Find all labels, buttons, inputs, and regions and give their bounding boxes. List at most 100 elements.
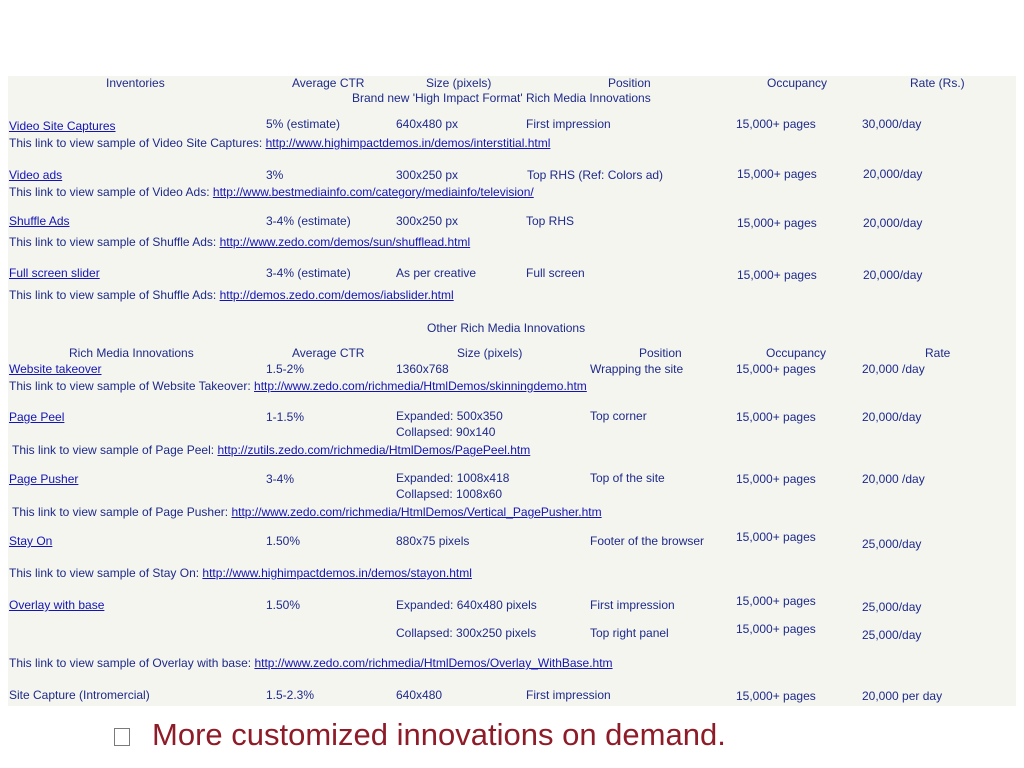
row-rate: 20,000 per day	[862, 689, 943, 703]
header-position: Position	[608, 76, 651, 90]
row-ctr: 3%	[266, 168, 284, 182]
sample-link-page-pusher[interactable]: http://www.zedo.com/richmedia/HtmlDemos/…	[231, 505, 602, 519]
row-rate: 20,000/day	[863, 216, 923, 230]
sample-link-prefix: This link to view sample of Page Pusher:	[12, 505, 229, 519]
row-size: 640x480 px	[396, 117, 459, 131]
row-rate: 20,000 /day	[862, 362, 925, 376]
row-size: 640x480	[396, 688, 443, 702]
sample-link-video-site-captures[interactable]: http://www.highimpactdemos.in/demos/inte…	[265, 136, 551, 150]
row-rate: 25,000/day	[862, 537, 922, 551]
header-position: Position	[639, 346, 682, 360]
row-ctr: 1.5-2.3%	[266, 688, 315, 702]
sample-link-overlay-with-base[interactable]: http://www.zedo.com/richmedia/HtmlDemos/…	[254, 656, 613, 670]
row-occupancy: 15,000+ pages	[736, 594, 816, 608]
row-size-collapsed: Collapsed: 1008x60	[396, 487, 503, 501]
sample-link-line: This link to view sample of Overlay with…	[9, 656, 613, 670]
row-name-shuffle-ads[interactable]: Shuffle Ads	[9, 214, 70, 228]
row-size: As per creative	[396, 266, 477, 280]
row-name-video-ads[interactable]: Video ads	[9, 168, 63, 182]
row-position: First impression	[526, 688, 611, 702]
sample-link-prefix: This link to view sample of Shuffle Ads:	[9, 235, 217, 249]
row-occupancy: 15,000+ pages	[736, 410, 816, 424]
row-size: 300x250 px	[396, 214, 459, 228]
section-title-brand-new: Brand new 'High Impact Format' Rich Medi…	[352, 91, 651, 105]
header-occupancy: Occupancy	[766, 346, 827, 360]
row-rate: 25,000/day	[862, 628, 922, 642]
sample-link-line: This link to view sample of Website Take…	[9, 379, 587, 393]
row-name-page-peel[interactable]: Page Peel	[9, 410, 65, 424]
row-ctr: 5% (estimate)	[266, 117, 341, 131]
row-occupancy: 15,000+ pages	[736, 117, 816, 131]
row-rate: 20,000 /day	[862, 472, 925, 486]
row-name-stay-on[interactable]: Stay On	[9, 534, 53, 548]
row-occupancy: 15,000+ pages	[736, 530, 816, 544]
row-occupancy: 15,000+ pages	[737, 216, 817, 230]
sample-link-line: This link to view sample of Stay On: htt…	[9, 566, 472, 580]
row-rate: 20,000/day	[862, 410, 922, 424]
row-size-collapsed: Collapsed: 90x140	[396, 425, 496, 439]
header-size: Size (pixels)	[457, 346, 523, 360]
header-size: Size (pixels)	[426, 76, 492, 90]
row-ctr: 3-4% (estimate)	[266, 266, 351, 280]
row-position-expanded: First impression	[590, 598, 675, 612]
sample-link-prefix: This link to view sample of Stay On:	[9, 566, 200, 580]
row-position: Full screen	[526, 266, 585, 280]
row-position-collapsed: Top right panel	[590, 626, 669, 640]
row-rate: 25,000/day	[862, 600, 922, 614]
row-size: 1360x768	[396, 362, 449, 376]
inventory-table	[8, 76, 1016, 706]
row-rate: 20,000/day	[863, 167, 923, 181]
row-size-expanded: Expanded: 1008x418	[396, 471, 510, 485]
sample-link-line: This link to view sample of Shuffle Ads:…	[9, 235, 470, 249]
bullet-box-icon	[114, 728, 130, 746]
row-occupancy: 15,000+ pages	[737, 167, 817, 181]
sample-link-page-peel[interactable]: http://zutils.zedo.com/richmedia/HtmlDem…	[217, 443, 531, 457]
sample-link-line: This link to view sample of Video Site C…	[9, 136, 550, 150]
row-name-page-pusher[interactable]: Page Pusher	[9, 472, 79, 486]
row-name-full-screen-slider[interactable]: Full screen slider	[9, 266, 100, 280]
header-rate: Rate (Rs.)	[910, 76, 965, 90]
row-occupancy: 15,000+ pages	[736, 472, 816, 486]
sample-link-shuffle-ads[interactable]: http://www.zedo.com/demos/sun/shufflead.…	[219, 235, 471, 249]
row-occupancy: 15,000+ pages	[736, 622, 816, 636]
row-ctr: 1.50%	[266, 598, 301, 612]
row-ctr: 1-1.5%	[266, 410, 305, 424]
row-rate: 20,000/day	[863, 268, 923, 282]
header-average-ctr: Average CTR	[292, 76, 365, 90]
row-ctr: 3-4% (estimate)	[266, 214, 351, 228]
row-position: Top corner	[590, 409, 647, 423]
sample-link-prefix: This link to view sample of Video Site C…	[9, 136, 263, 150]
row-size: 880x75 pixels	[396, 534, 470, 548]
sample-link-line: This link to view sample of Page Pusher:…	[12, 505, 602, 519]
header-rich-media-innovations: Rich Media Innovations	[69, 346, 194, 360]
sample-link-full-screen-slider[interactable]: http://demos.zedo.com/demos/iabslider.ht…	[219, 288, 454, 302]
row-size-collapsed: Collapsed: 300x250 pixels	[396, 626, 537, 640]
header-inventories: Inventories	[106, 76, 165, 90]
header-rate: Rate	[925, 346, 951, 360]
row-position: Top RHS	[526, 214, 575, 228]
footer-bullet-line: More customized innovations on demand.	[114, 716, 726, 754]
sample-link-line: This link to view sample of Video Ads: h…	[9, 185, 534, 199]
row-position: Wrapping the site	[590, 362, 684, 376]
row-occupancy: 15,000+ pages	[736, 689, 816, 703]
sample-link-prefix: This link to view sample of Video Ads:	[9, 185, 210, 199]
footer-text: More customized innovations on demand.	[152, 717, 726, 752]
row-size-expanded: Expanded: 500x350	[396, 409, 503, 423]
header-average-ctr: Average CTR	[292, 346, 365, 360]
section-title-other-rich-media: Other Rich Media Innovations	[427, 321, 586, 335]
sample-link-video-ads[interactable]: http://www.bestmediainfo.com/category/me…	[212, 185, 534, 199]
row-name-overlay-with-base[interactable]: Overlay with base	[9, 598, 105, 612]
sample-link-line: This link to view sample of Shuffle Ads:…	[9, 288, 454, 302]
sample-link-website-takeover[interactable]: http://www.zedo.com/richmedia/HtmlDemos/…	[254, 379, 587, 393]
sample-link-prefix: This link to view sample of Overlay with…	[9, 656, 252, 670]
row-name-website-takeover[interactable]: Website takeover	[9, 362, 102, 376]
row-name-video-site-captures[interactable]: Video Site Captures	[9, 119, 116, 133]
row-position: Footer of the browser	[590, 534, 705, 548]
sample-link-stay-on[interactable]: http://www.highimpactdemos.in/demos/stay…	[202, 566, 472, 580]
row-occupancy: 15,000+ pages	[737, 268, 817, 282]
row-occupancy: 15,000+ pages	[736, 362, 816, 376]
row-ctr: 3-4%	[266, 472, 295, 486]
row-size: 300x250 px	[396, 168, 459, 182]
header-occupancy: Occupancy	[767, 76, 828, 90]
row-position: First impression	[526, 117, 611, 131]
